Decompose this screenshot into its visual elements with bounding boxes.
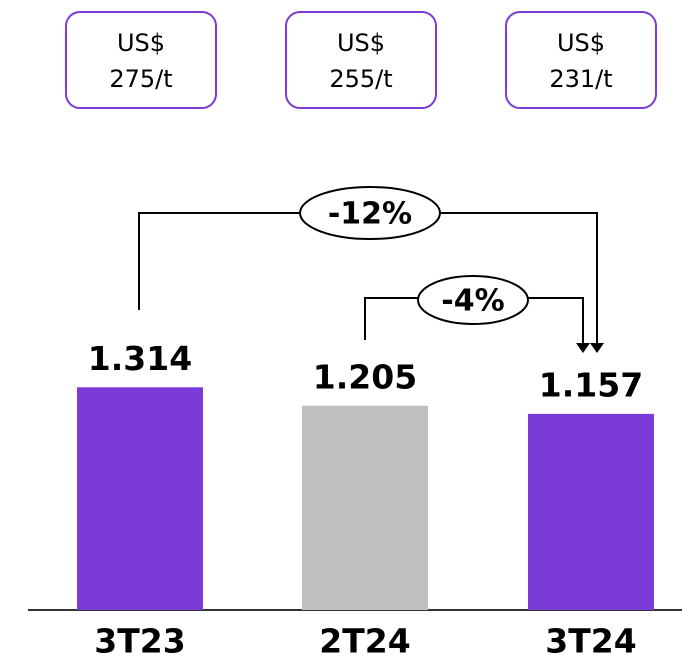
arrow <box>576 343 590 353</box>
price-text: US$ <box>117 29 165 57</box>
price-box <box>505 11 657 109</box>
value-label: 1.157 <box>539 365 643 404</box>
price-text: 231/t <box>549 65 612 93</box>
arrow <box>590 343 604 353</box>
value-label: 1.314 <box>88 339 192 378</box>
bar <box>528 413 654 610</box>
bar <box>302 405 428 610</box>
x-tick-label: 3T23 <box>94 622 185 661</box>
value-label: 1.205 <box>313 357 417 396</box>
change-bubble <box>417 275 529 325</box>
price-text: US$ <box>337 29 385 57</box>
x-tick-label: 2T24 <box>319 622 410 661</box>
price-box <box>285 11 437 109</box>
change-bubble <box>299 186 441 240</box>
bar <box>77 387 203 610</box>
change-label: -4% <box>441 284 504 319</box>
price-text: US$ <box>557 29 605 57</box>
price-box <box>65 11 217 109</box>
x-tick-label: 3T24 <box>545 622 636 661</box>
price-text: 275/t <box>109 65 172 93</box>
price-text: 255/t <box>329 65 392 93</box>
change-label: -12% <box>328 197 412 232</box>
